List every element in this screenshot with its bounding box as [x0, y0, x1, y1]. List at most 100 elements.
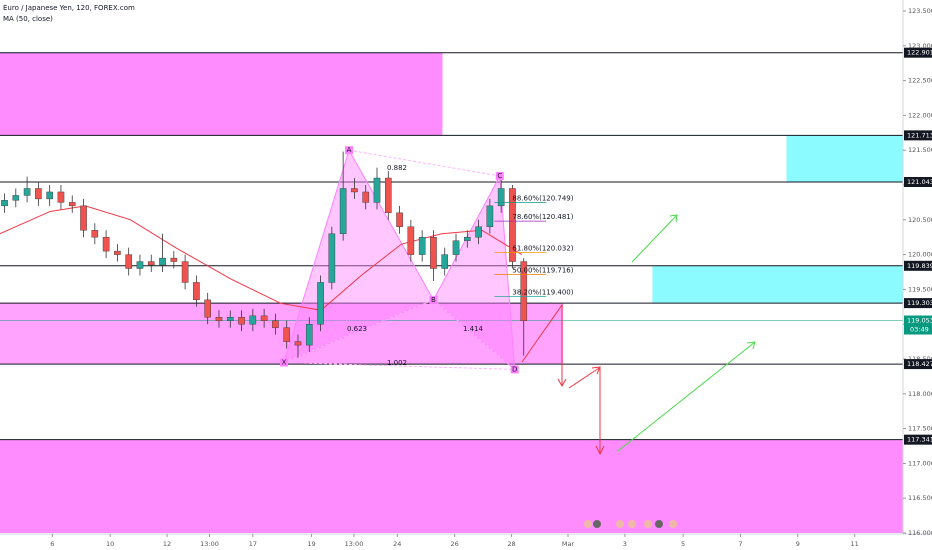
y-tick-label: 118.500	[908, 355, 932, 363]
candle-body	[193, 282, 200, 301]
x-tick-label: 19	[307, 540, 315, 548]
candle-body	[317, 282, 324, 325]
candle-body	[12, 195, 20, 201]
candle-body	[452, 240, 460, 255]
price-tag-label: 119.303	[907, 299, 932, 307]
x-tick-label: 5	[681, 540, 685, 548]
candle-body	[305, 324, 313, 346]
price-tag	[904, 359, 932, 370]
y-tick-label: 123.000	[908, 42, 932, 50]
candle-body	[125, 254, 132, 269]
price-tag-label: 117.341	[907, 436, 932, 444]
candle-body	[181, 261, 189, 283]
x-tick-label: 24	[393, 540, 401, 548]
candle-body	[486, 205, 494, 227]
candle-body	[238, 317, 245, 325]
y-tick-label: 122.500	[908, 77, 932, 85]
candle-body	[272, 320, 279, 328]
candle-body	[283, 327, 291, 342]
price-tag-label: 121.713	[907, 131, 932, 139]
y-tick-label: 117.000	[908, 459, 932, 467]
zone	[786, 135, 903, 183]
price-tag	[904, 434, 932, 445]
y-tick-label: 123.500	[908, 7, 932, 15]
candle-body	[46, 191, 53, 200]
price-tag	[904, 315, 932, 335]
pattern-ratio: 1.414	[463, 325, 484, 333]
x-tick-label: 11	[851, 540, 859, 548]
candle-body	[328, 233, 336, 283]
x-tick-label: 7	[738, 540, 742, 548]
pattern-point-box	[429, 295, 438, 304]
pattern-leg	[348, 149, 500, 177]
price-tag-label: 121.043	[907, 178, 932, 186]
chart-title: Euro / Japanese Yen, 120, FOREX.com	[3, 4, 135, 12]
fib-label: 50.00%(119.716)	[512, 266, 573, 274]
candle-body	[80, 205, 87, 231]
candle-body	[147, 261, 155, 266]
plot-area: X A B C D 88.60%(120.749) 78.60%(120.481) 61.80…	[0, 52, 903, 533]
candle-body	[159, 257, 166, 266]
price-tag-label: 122.901	[907, 49, 932, 57]
y-axis-bg	[903, 0, 932, 550]
price-tag	[904, 130, 932, 141]
y-tick-label: 116.500	[908, 494, 932, 502]
price-tag	[904, 177, 932, 188]
candle-body	[57, 191, 65, 203]
zone	[0, 52, 443, 136]
y-tick-label: 120.500	[908, 216, 932, 224]
price-tag-label: 119.839	[907, 262, 932, 270]
x-tick-label: 17	[249, 540, 257, 548]
fib-label: 78.60%(120.481)	[512, 213, 573, 221]
candle-body	[204, 299, 211, 318]
indicator-label: MA (50, close)	[3, 15, 53, 23]
candle-body	[136, 261, 144, 269]
candle-body	[362, 191, 370, 203]
bottom-icons	[584, 520, 677, 528]
candle-body	[249, 315, 257, 325]
zone	[652, 265, 903, 304]
candle-body	[396, 212, 403, 227]
pattern-point-box	[495, 171, 504, 180]
candle-body	[170, 257, 178, 262]
x-tick-label: 6	[50, 540, 54, 548]
price-tag-label: 119.053	[907, 317, 932, 325]
candle-body	[102, 236, 110, 252]
pattern-point-box	[279, 358, 288, 367]
pattern-point-box	[510, 365, 519, 374]
fib-label: 61.80%(120.032)	[512, 244, 573, 252]
candle-body	[23, 188, 31, 196]
pattern-ratio: 0.882	[387, 164, 407, 172]
pattern-leg	[283, 361, 515, 370]
countdown: 03:49	[910, 326, 929, 334]
pattern-point-label: X	[282, 358, 287, 366]
zone	[0, 439, 903, 533]
pattern-point-box	[345, 146, 354, 155]
y-tick-label: 121.500	[908, 146, 932, 154]
pattern-point-label: A	[347, 146, 352, 154]
projection-arrows	[521, 214, 756, 456]
price-tag	[904, 260, 932, 271]
x-tick-label: 9	[796, 540, 800, 548]
y-tick-label: 120.000	[908, 251, 932, 259]
pattern-point-label: B	[431, 296, 436, 304]
x-tick-label: 3	[623, 540, 627, 548]
y-tick-label: 119.500	[908, 285, 932, 293]
candle-body	[1, 200, 8, 207]
zone	[0, 303, 564, 365]
candle-body	[463, 236, 471, 241]
candle-body	[294, 341, 302, 346]
candle-body	[497, 188, 505, 207]
candle-body	[215, 317, 223, 321]
candle-body	[339, 188, 347, 234]
x-tick-label: 13:00	[345, 540, 364, 548]
x-tick-label: 28	[507, 540, 515, 548]
price-tag-label: 118.427	[907, 360, 932, 368]
candle-body	[373, 177, 381, 203]
y-tick-label: 118.000	[908, 390, 932, 398]
candle-body	[114, 250, 121, 255]
pattern-ratio: 1.002	[387, 359, 407, 367]
y-tick-label: 117.500	[908, 425, 932, 433]
